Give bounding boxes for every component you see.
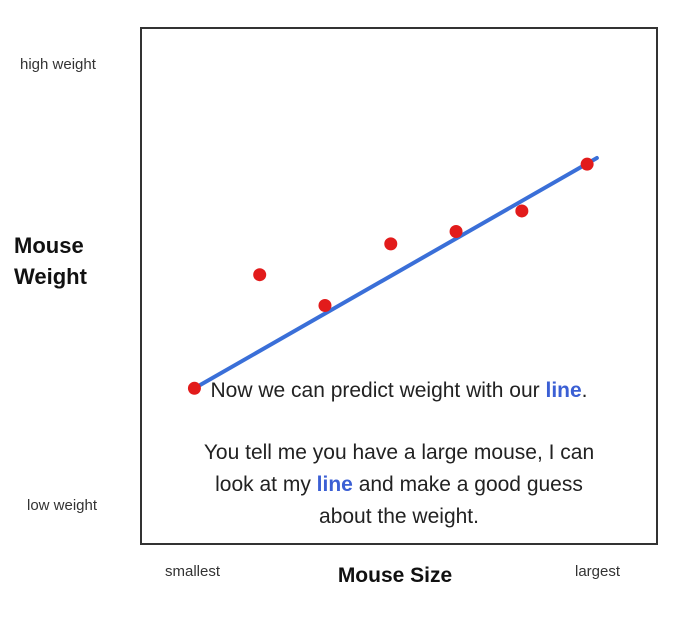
y-axis-label-line-2: Weight [14,264,87,289]
caption-line-3: look at my line and make a good guess [142,469,656,501]
caption-line-1-pre: Now we can predict weight with our [210,379,546,402]
data-point-3 [318,299,332,313]
caption-line-4: about the weight. [319,505,479,528]
caption-line-2: You tell me you have a large mouse, I ca… [203,441,595,464]
x-axis-label: Mouse Size [337,564,453,587]
data-point-7 [580,157,594,171]
y-axis-label-line-1: Mouse [14,233,84,258]
data-point-4 [384,237,398,251]
data-point-1 [187,381,201,395]
regression-line [192,156,599,391]
y-axis-label: Mouse Weight [14,230,87,292]
caption-line-1-post: . [581,379,588,402]
caption-paragraph-2: You tell me you have a large mouse, I ca… [142,437,656,533]
y-tick-high-label: high weight [20,56,96,73]
caption-line-3-pre: look at my [215,473,317,496]
plot-area [187,156,599,395]
caption-line-3-highlight: line [316,473,353,496]
data-point-6 [515,204,529,218]
caption-line-1: Now we can predict weight with our line. [142,375,656,407]
caption-line-1-highlight: line [545,379,582,402]
y-tick-low-label: low weight [27,497,98,514]
x-tick-min-label: smallest [165,563,221,580]
data-point-2 [253,268,267,282]
caption-line-3-post: and make a good guess [352,473,583,496]
x-tick-max-label: largest [575,563,621,580]
data-point-5 [449,225,463,239]
plot-frame: Now we can predict weight with our line.… [140,27,658,545]
